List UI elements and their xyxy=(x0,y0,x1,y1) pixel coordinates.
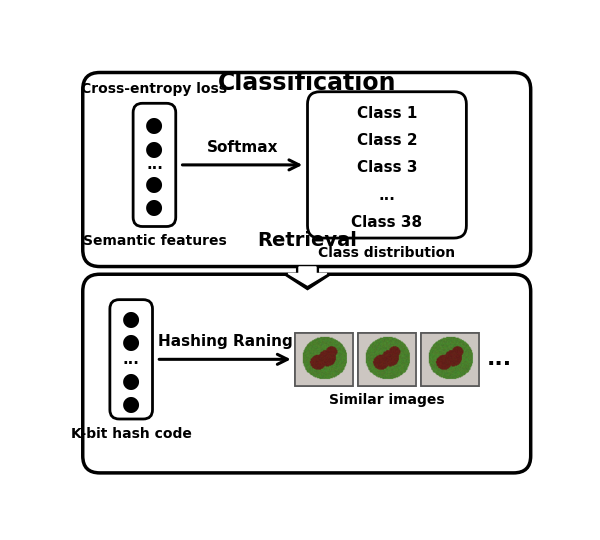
Text: ●: ● xyxy=(145,115,164,135)
Text: ...: ... xyxy=(379,188,395,203)
Text: ●: ● xyxy=(145,139,164,159)
Text: ●: ● xyxy=(145,197,164,217)
Bar xyxy=(421,333,479,386)
Bar xyxy=(358,333,416,386)
Polygon shape xyxy=(285,267,330,289)
Bar xyxy=(295,333,353,386)
Text: Retrieval: Retrieval xyxy=(257,231,358,250)
Text: K-bit hash code: K-bit hash code xyxy=(71,427,191,441)
Text: Class 38: Class 38 xyxy=(352,215,422,230)
Text: Similar images: Similar images xyxy=(329,393,445,407)
Text: Semantic features: Semantic features xyxy=(83,234,226,248)
Text: Hashing Raning: Hashing Raning xyxy=(158,334,292,349)
Bar xyxy=(295,333,353,386)
FancyBboxPatch shape xyxy=(133,103,176,226)
Text: Softmax: Softmax xyxy=(206,140,278,155)
Text: ●: ● xyxy=(122,332,140,352)
Text: Class distribution: Class distribution xyxy=(319,246,455,260)
Text: ●: ● xyxy=(122,309,140,329)
Text: ...: ... xyxy=(487,349,512,369)
Text: Cross-entropy loss: Cross-entropy loss xyxy=(82,82,227,96)
FancyBboxPatch shape xyxy=(308,92,466,238)
Polygon shape xyxy=(288,267,327,285)
Text: ●: ● xyxy=(122,370,140,390)
Text: ...: ... xyxy=(146,157,163,172)
Bar xyxy=(358,333,416,386)
Text: Classification: Classification xyxy=(218,71,397,94)
Text: ●: ● xyxy=(122,394,140,414)
FancyBboxPatch shape xyxy=(110,300,152,419)
FancyBboxPatch shape xyxy=(83,72,531,267)
Text: ●: ● xyxy=(145,174,164,194)
Text: Class 2: Class 2 xyxy=(356,133,417,148)
Bar xyxy=(421,333,479,386)
Text: Class 3: Class 3 xyxy=(356,160,417,176)
Text: ...: ... xyxy=(123,352,140,367)
FancyBboxPatch shape xyxy=(83,274,531,473)
Text: Class 1: Class 1 xyxy=(357,106,417,121)
